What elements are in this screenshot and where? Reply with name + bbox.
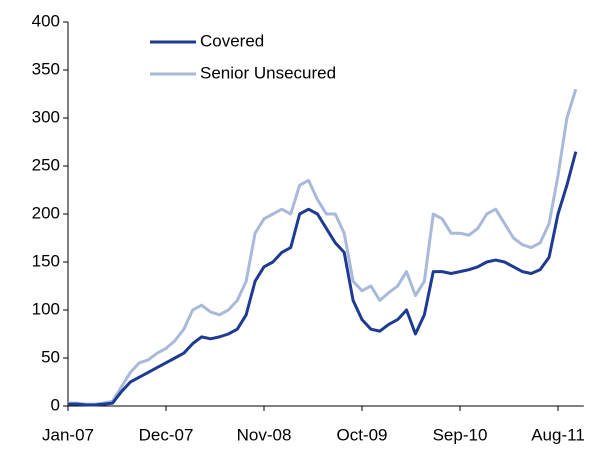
x-tick-label: Aug-11 (531, 425, 585, 444)
y-tick-label: 400 (32, 11, 60, 30)
x-tick-label: Sep-10 (433, 425, 488, 444)
y-tick-label: 0 (51, 395, 60, 414)
legend-label: Covered (200, 31, 264, 50)
y-tick-label: 250 (32, 155, 60, 174)
x-tick-label: Dec-07 (139, 425, 194, 444)
x-tick-label: Oct-09 (336, 425, 387, 444)
y-tick-label: 200 (32, 203, 60, 222)
x-tick-label: Jan-07 (42, 425, 94, 444)
y-tick-label: 300 (32, 107, 60, 126)
line-series (68, 88, 578, 406)
x-tick-label: Nov-08 (237, 425, 292, 444)
line-series (68, 151, 578, 407)
y-tick-label: 350 (32, 59, 60, 78)
y-tick-label: 50 (41, 347, 60, 366)
legend-label: Senior Unsecured (200, 63, 336, 82)
y-tick-label: 100 (32, 299, 60, 318)
y-tick-label: 150 (32, 251, 60, 270)
